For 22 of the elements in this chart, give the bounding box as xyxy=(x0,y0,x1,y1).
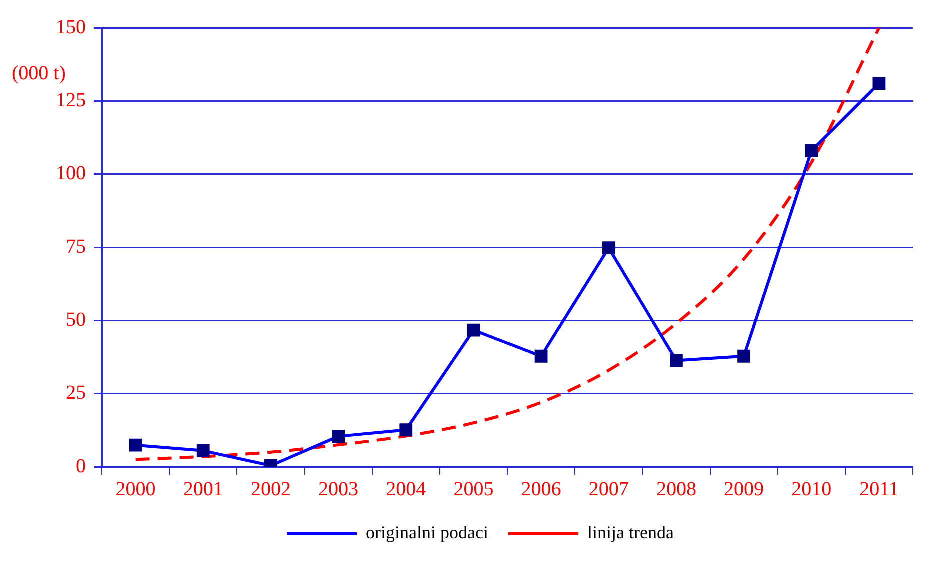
legend-label: originalni podaci xyxy=(366,522,488,543)
x-tick-label: 2007 xyxy=(588,478,629,500)
y-tick-label: 50 xyxy=(66,308,86,331)
y-tick-label: 125 xyxy=(56,89,86,112)
legend-label: linija trenda xyxy=(588,522,674,543)
y-tick-label: 25 xyxy=(66,382,86,404)
x-tick-label: 2002 xyxy=(250,478,291,500)
x-tick-label: 2005 xyxy=(454,478,494,500)
y-tick-label: 100 xyxy=(56,162,86,185)
x-tick-label: 2009 xyxy=(724,478,764,500)
x-tick-label: 2011 xyxy=(860,478,899,500)
x-tick-label: 2010 xyxy=(792,478,832,500)
x-tick-label: 2001 xyxy=(183,478,224,500)
x-tick-label: 2006 xyxy=(521,478,562,500)
y-tick-label: 150 xyxy=(56,16,86,38)
x-tick-label: 2000 xyxy=(116,478,156,500)
x-tick-label: 2004 xyxy=(386,478,426,500)
y-tick-label: 75 xyxy=(66,236,86,258)
x-tick-label: 2008 xyxy=(656,478,696,500)
x-tick-label: 2003 xyxy=(318,478,359,500)
y-tick-label: 0 xyxy=(76,455,86,478)
y-axis-title: (000 t) xyxy=(12,62,66,84)
